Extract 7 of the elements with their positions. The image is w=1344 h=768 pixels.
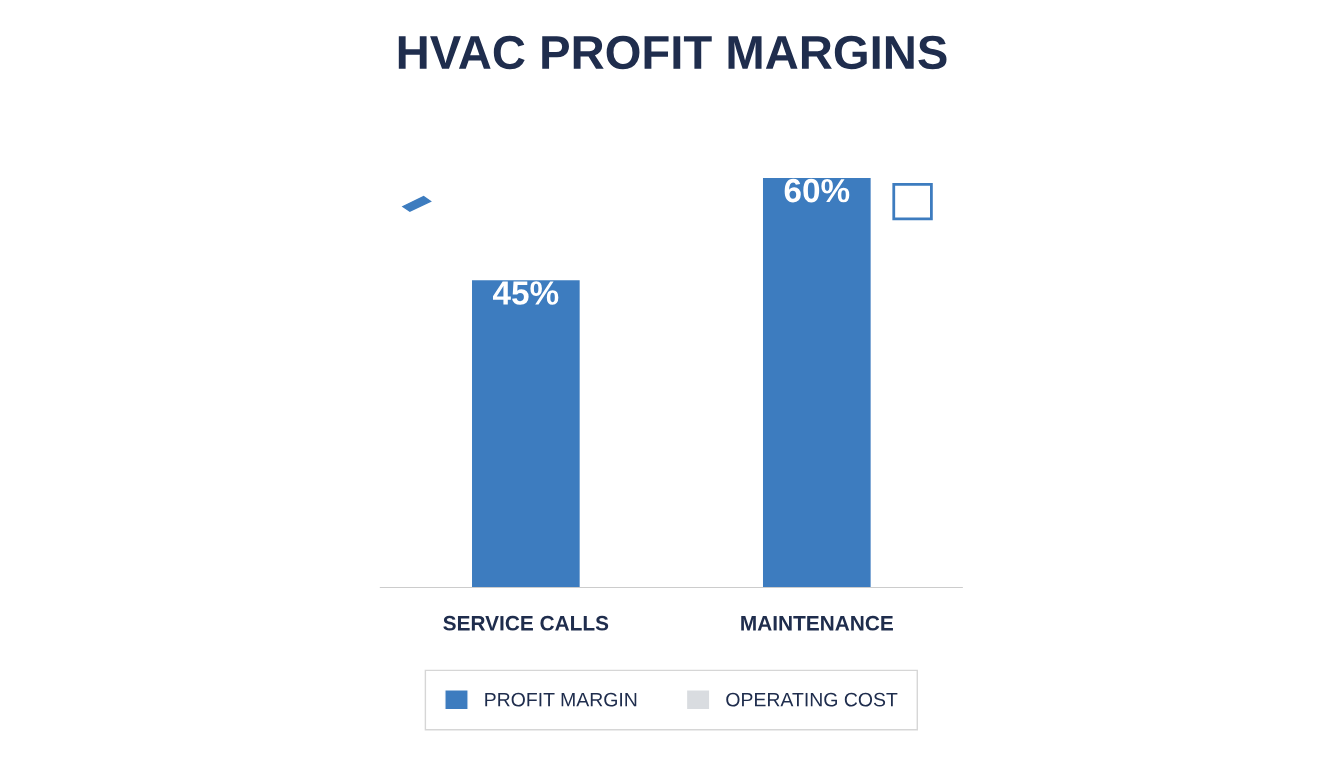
data-label: 45% (492, 281, 559, 305)
legend-label: OPERATING COST (726, 692, 898, 707)
legend-label: PROFIT MARGIN (485, 692, 637, 707)
chart-title: HVAC PROFIT MARGINS (398, 35, 947, 70)
data-label: 60% (784, 178, 850, 203)
x-tick-label: SERVICE CALLS (443, 615, 609, 631)
x-tick-label: MAINTENANCE (741, 615, 893, 631)
